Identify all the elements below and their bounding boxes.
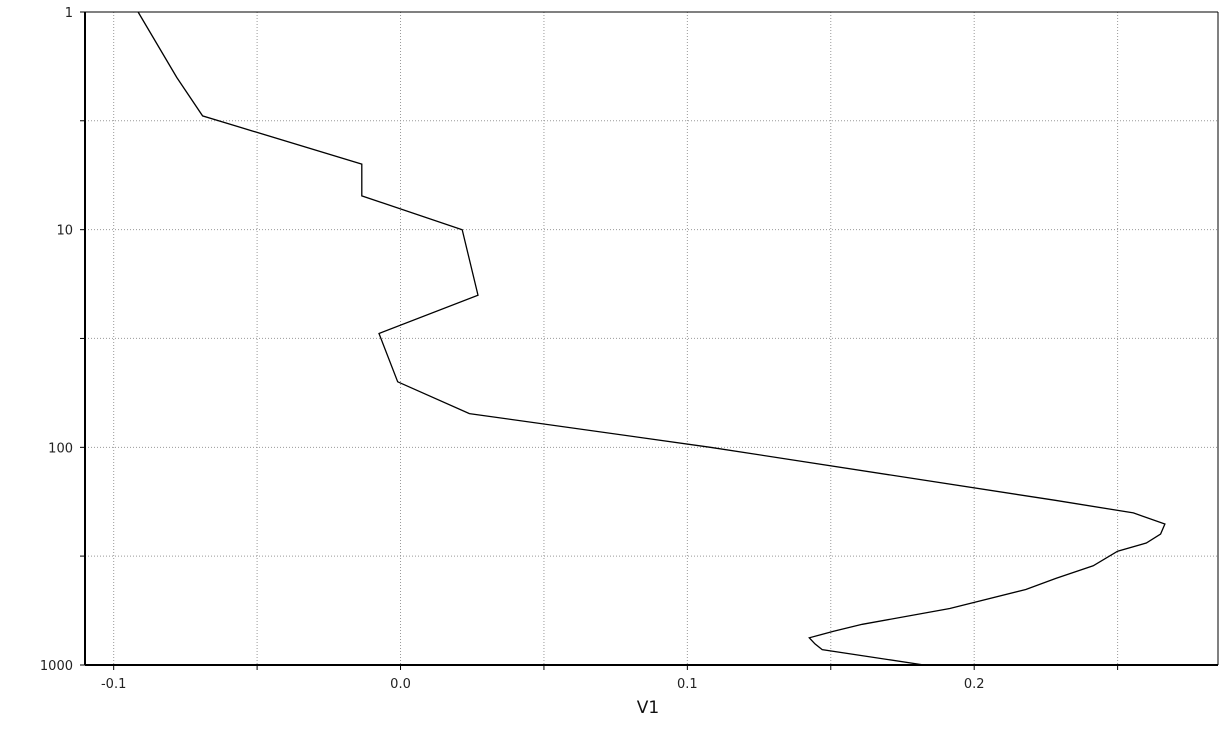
grid-lines <box>85 11 1218 666</box>
x-axis-label: V1 <box>637 698 659 718</box>
series-group <box>137 11 1166 666</box>
x-tick-label: -0.1 <box>101 677 126 692</box>
y-axis-ticks: 1 10 100 1000 <box>40 6 85 674</box>
y-tick-label: 1000 <box>40 659 73 674</box>
y-tick-label: 10 <box>56 224 73 239</box>
y-tick-label: 1 <box>65 6 73 21</box>
x-axis-ticks: -0.1 0.0 0.1 0.2 <box>101 665 1119 692</box>
y-tick-label: 100 <box>48 441 73 456</box>
x-tick-label: 0.2 <box>964 677 985 692</box>
x-tick-label: 0.1 <box>677 677 698 692</box>
series-line <box>137 11 1166 666</box>
x-tick-label: 0.0 <box>390 677 411 692</box>
